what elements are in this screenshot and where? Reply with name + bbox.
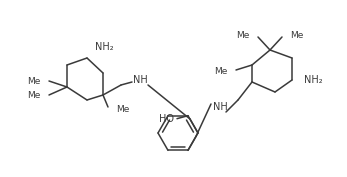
Text: NH₂: NH₂ bbox=[95, 42, 113, 52]
Text: Me: Me bbox=[215, 67, 228, 76]
Text: HO: HO bbox=[160, 114, 175, 124]
Text: Me: Me bbox=[290, 30, 303, 39]
Text: Me: Me bbox=[28, 76, 41, 85]
Text: NH: NH bbox=[133, 75, 147, 85]
Text: NH₂: NH₂ bbox=[304, 75, 323, 85]
Text: Me: Me bbox=[116, 104, 129, 113]
Text: NH: NH bbox=[213, 102, 227, 112]
Text: Me: Me bbox=[237, 30, 250, 39]
Text: Me: Me bbox=[28, 90, 41, 99]
